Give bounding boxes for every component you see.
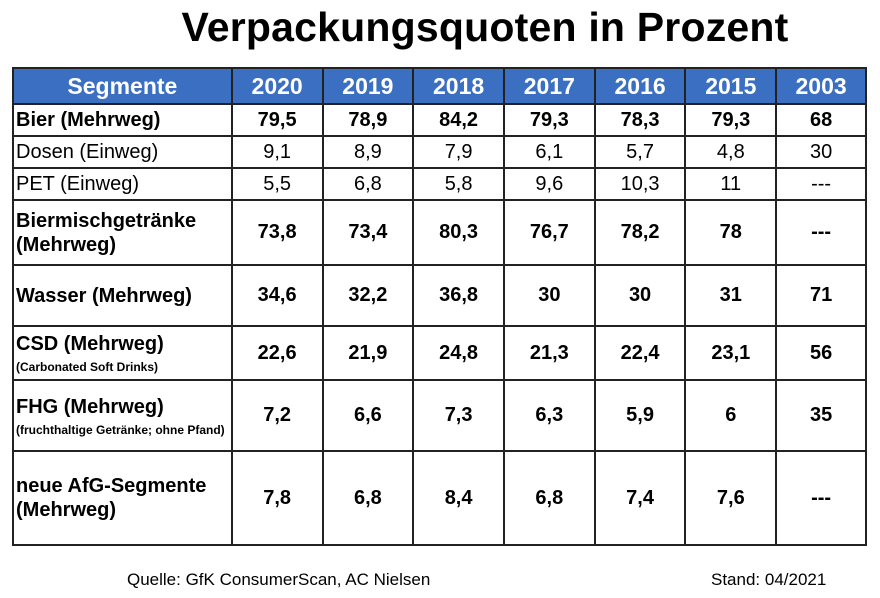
segment-cell: Biermischgetränke (Mehrweg) xyxy=(12,199,233,266)
value-cell: --- xyxy=(775,167,867,201)
value-cell: 6,3 xyxy=(502,379,596,452)
value-cell: 36,8 xyxy=(412,264,505,327)
value-cell: 7,6 xyxy=(684,450,778,546)
value-cell: 22,4 xyxy=(593,325,687,381)
value-cell: 78 xyxy=(684,199,778,266)
segment-cell: Dosen (Einweg) xyxy=(12,135,233,169)
value-cell: 73,8 xyxy=(230,199,324,266)
value-cell: 9,1 xyxy=(230,135,324,169)
value-cell: 6 xyxy=(684,379,778,452)
value-cell: 5,7 xyxy=(593,135,687,169)
segment-label: neue AfG-Segmente (Mehrweg) xyxy=(16,475,207,521)
segment-label: FHG (Mehrweg) xyxy=(16,395,164,418)
data-table: Segmente 2020 2019 2018 2017 2016 2015 2003 Bie… xyxy=(12,67,867,546)
segment-label: Biermischgetränke (Mehrweg) xyxy=(16,209,197,256)
segment-label: Wasser (Mehrweg) xyxy=(16,284,192,307)
segment-label: CSD (Mehrweg) xyxy=(16,333,164,355)
segment-cell: CSD (Mehrweg) (Carbonated Soft Drinks) xyxy=(12,325,233,381)
value-cell: --- xyxy=(775,450,867,546)
column-header-2019: 2019 xyxy=(321,67,415,105)
value-cell: 21,3 xyxy=(502,325,596,381)
segment-label: Bier (Mehrweg) xyxy=(16,109,161,131)
value-cell: 7,4 xyxy=(593,450,687,546)
value-cell: 23,1 xyxy=(684,325,778,381)
value-cell: 6,8 xyxy=(321,450,415,546)
table-row: Dosen (Einweg) 9,1 8,9 7,9 6,1 5,7 4,8 30 xyxy=(12,135,867,169)
segment-label: PET (Einweg) xyxy=(16,173,140,195)
segment-cell: PET (Einweg) xyxy=(12,167,233,201)
value-cell: 79,3 xyxy=(684,103,778,137)
value-cell: --- xyxy=(775,199,867,266)
column-header-2016: 2016 xyxy=(593,67,687,105)
value-cell: 76,7 xyxy=(502,199,596,266)
value-cell: 30 xyxy=(502,264,596,327)
value-cell: 32,2 xyxy=(321,264,415,327)
table-row: FHG (Mehrweg) (fruchthaltige Getränke; oh… xyxy=(12,379,867,452)
value-cell: 4,8 xyxy=(684,135,778,169)
column-header-segment: Segmente xyxy=(12,67,233,105)
value-cell: 11 xyxy=(684,167,778,201)
value-cell: 7,2 xyxy=(230,379,324,452)
value-cell: 79,3 xyxy=(502,103,596,137)
value-cell: 6,8 xyxy=(321,167,415,201)
table-row: Biermischgetränke (Mehrweg) 73,8 73,4 80,3 7… xyxy=(12,199,867,266)
value-cell: 8,4 xyxy=(412,450,505,546)
value-cell: 30 xyxy=(775,135,867,169)
value-cell: 78,9 xyxy=(321,103,415,137)
value-cell: 84,2 xyxy=(412,103,505,137)
segment-label: Dosen (Einweg) xyxy=(16,141,159,163)
table-row: Bier (Mehrweg) 79,5 78,9 84,2 79,3 78,3 79,3 68 xyxy=(12,103,867,137)
segment-cell: neue AfG-Segmente (Mehrweg) xyxy=(12,450,233,546)
value-cell: 21,9 xyxy=(321,325,415,381)
value-cell: 5,9 xyxy=(593,379,687,452)
value-cell: 9,6 xyxy=(502,167,596,201)
header-row: Segmente 2020 2019 2018 2017 2016 2015 2003 xyxy=(12,67,867,105)
value-cell: 5,8 xyxy=(412,167,505,201)
table-row: CSD (Mehrweg) (Carbonated Soft Drinks) 22,… xyxy=(12,325,867,381)
value-cell: 35 xyxy=(775,379,867,452)
value-cell: 8,9 xyxy=(321,135,415,169)
column-header-2020: 2020 xyxy=(230,67,324,105)
segment-cell: FHG (Mehrweg) (fruchthaltige Getränke; oh… xyxy=(12,379,233,452)
table-row: neue AfG-Segmente (Mehrweg) 7,8 6,8 8,4 6,8 7… xyxy=(12,450,867,546)
value-cell: 5,5 xyxy=(230,167,324,201)
table-row: Wasser (Mehrweg) 34,6 32,2 36,8 30 30 31 71 xyxy=(12,264,867,327)
value-cell: 78,2 xyxy=(593,199,687,266)
value-cell: 34,6 xyxy=(230,264,324,327)
segment-note: (Carbonated Soft Drinks) xyxy=(16,360,159,374)
value-cell: 71 xyxy=(775,264,867,327)
source-note: Quelle: GfK ConsumerScan, AC Nielsen xyxy=(127,570,431,589)
value-cell: 68 xyxy=(775,103,867,137)
value-cell: 7,8 xyxy=(230,450,324,546)
segment-cell: Bier (Mehrweg) xyxy=(12,103,233,137)
value-cell: 22,6 xyxy=(230,325,324,381)
column-header-2015: 2015 xyxy=(684,67,778,105)
table-row: PET (Einweg) 5,5 6,8 5,8 9,6 10,3 11 --- xyxy=(12,167,867,201)
column-header-2017: 2017 xyxy=(502,67,596,105)
value-cell: 6,6 xyxy=(321,379,415,452)
value-cell: 7,9 xyxy=(412,135,505,169)
value-cell: 56 xyxy=(775,325,867,381)
value-cell: 78,3 xyxy=(593,103,687,137)
value-cell: 73,4 xyxy=(321,199,415,266)
value-cell: 6,1 xyxy=(502,135,596,169)
value-cell: 24,8 xyxy=(412,325,505,381)
date-note: Stand: 04/2021 xyxy=(711,570,827,589)
value-cell: 80,3 xyxy=(412,199,505,266)
segment-note: (fruchthaltige Getränke; ohne Pfand) xyxy=(16,422,225,437)
value-cell: 7,3 xyxy=(412,379,505,452)
value-cell: 6,8 xyxy=(502,450,596,546)
column-header-2018: 2018 xyxy=(412,67,505,105)
value-cell: 79,5 xyxy=(230,103,324,137)
value-cell: 10,3 xyxy=(593,167,687,201)
segment-cell: Wasser (Mehrweg) xyxy=(12,264,233,327)
value-cell: 31 xyxy=(684,264,778,327)
column-header-2003: 2003 xyxy=(775,67,867,105)
value-cell: 30 xyxy=(593,264,687,327)
page-title: Verpackungsquoten in Prozent xyxy=(181,4,789,50)
